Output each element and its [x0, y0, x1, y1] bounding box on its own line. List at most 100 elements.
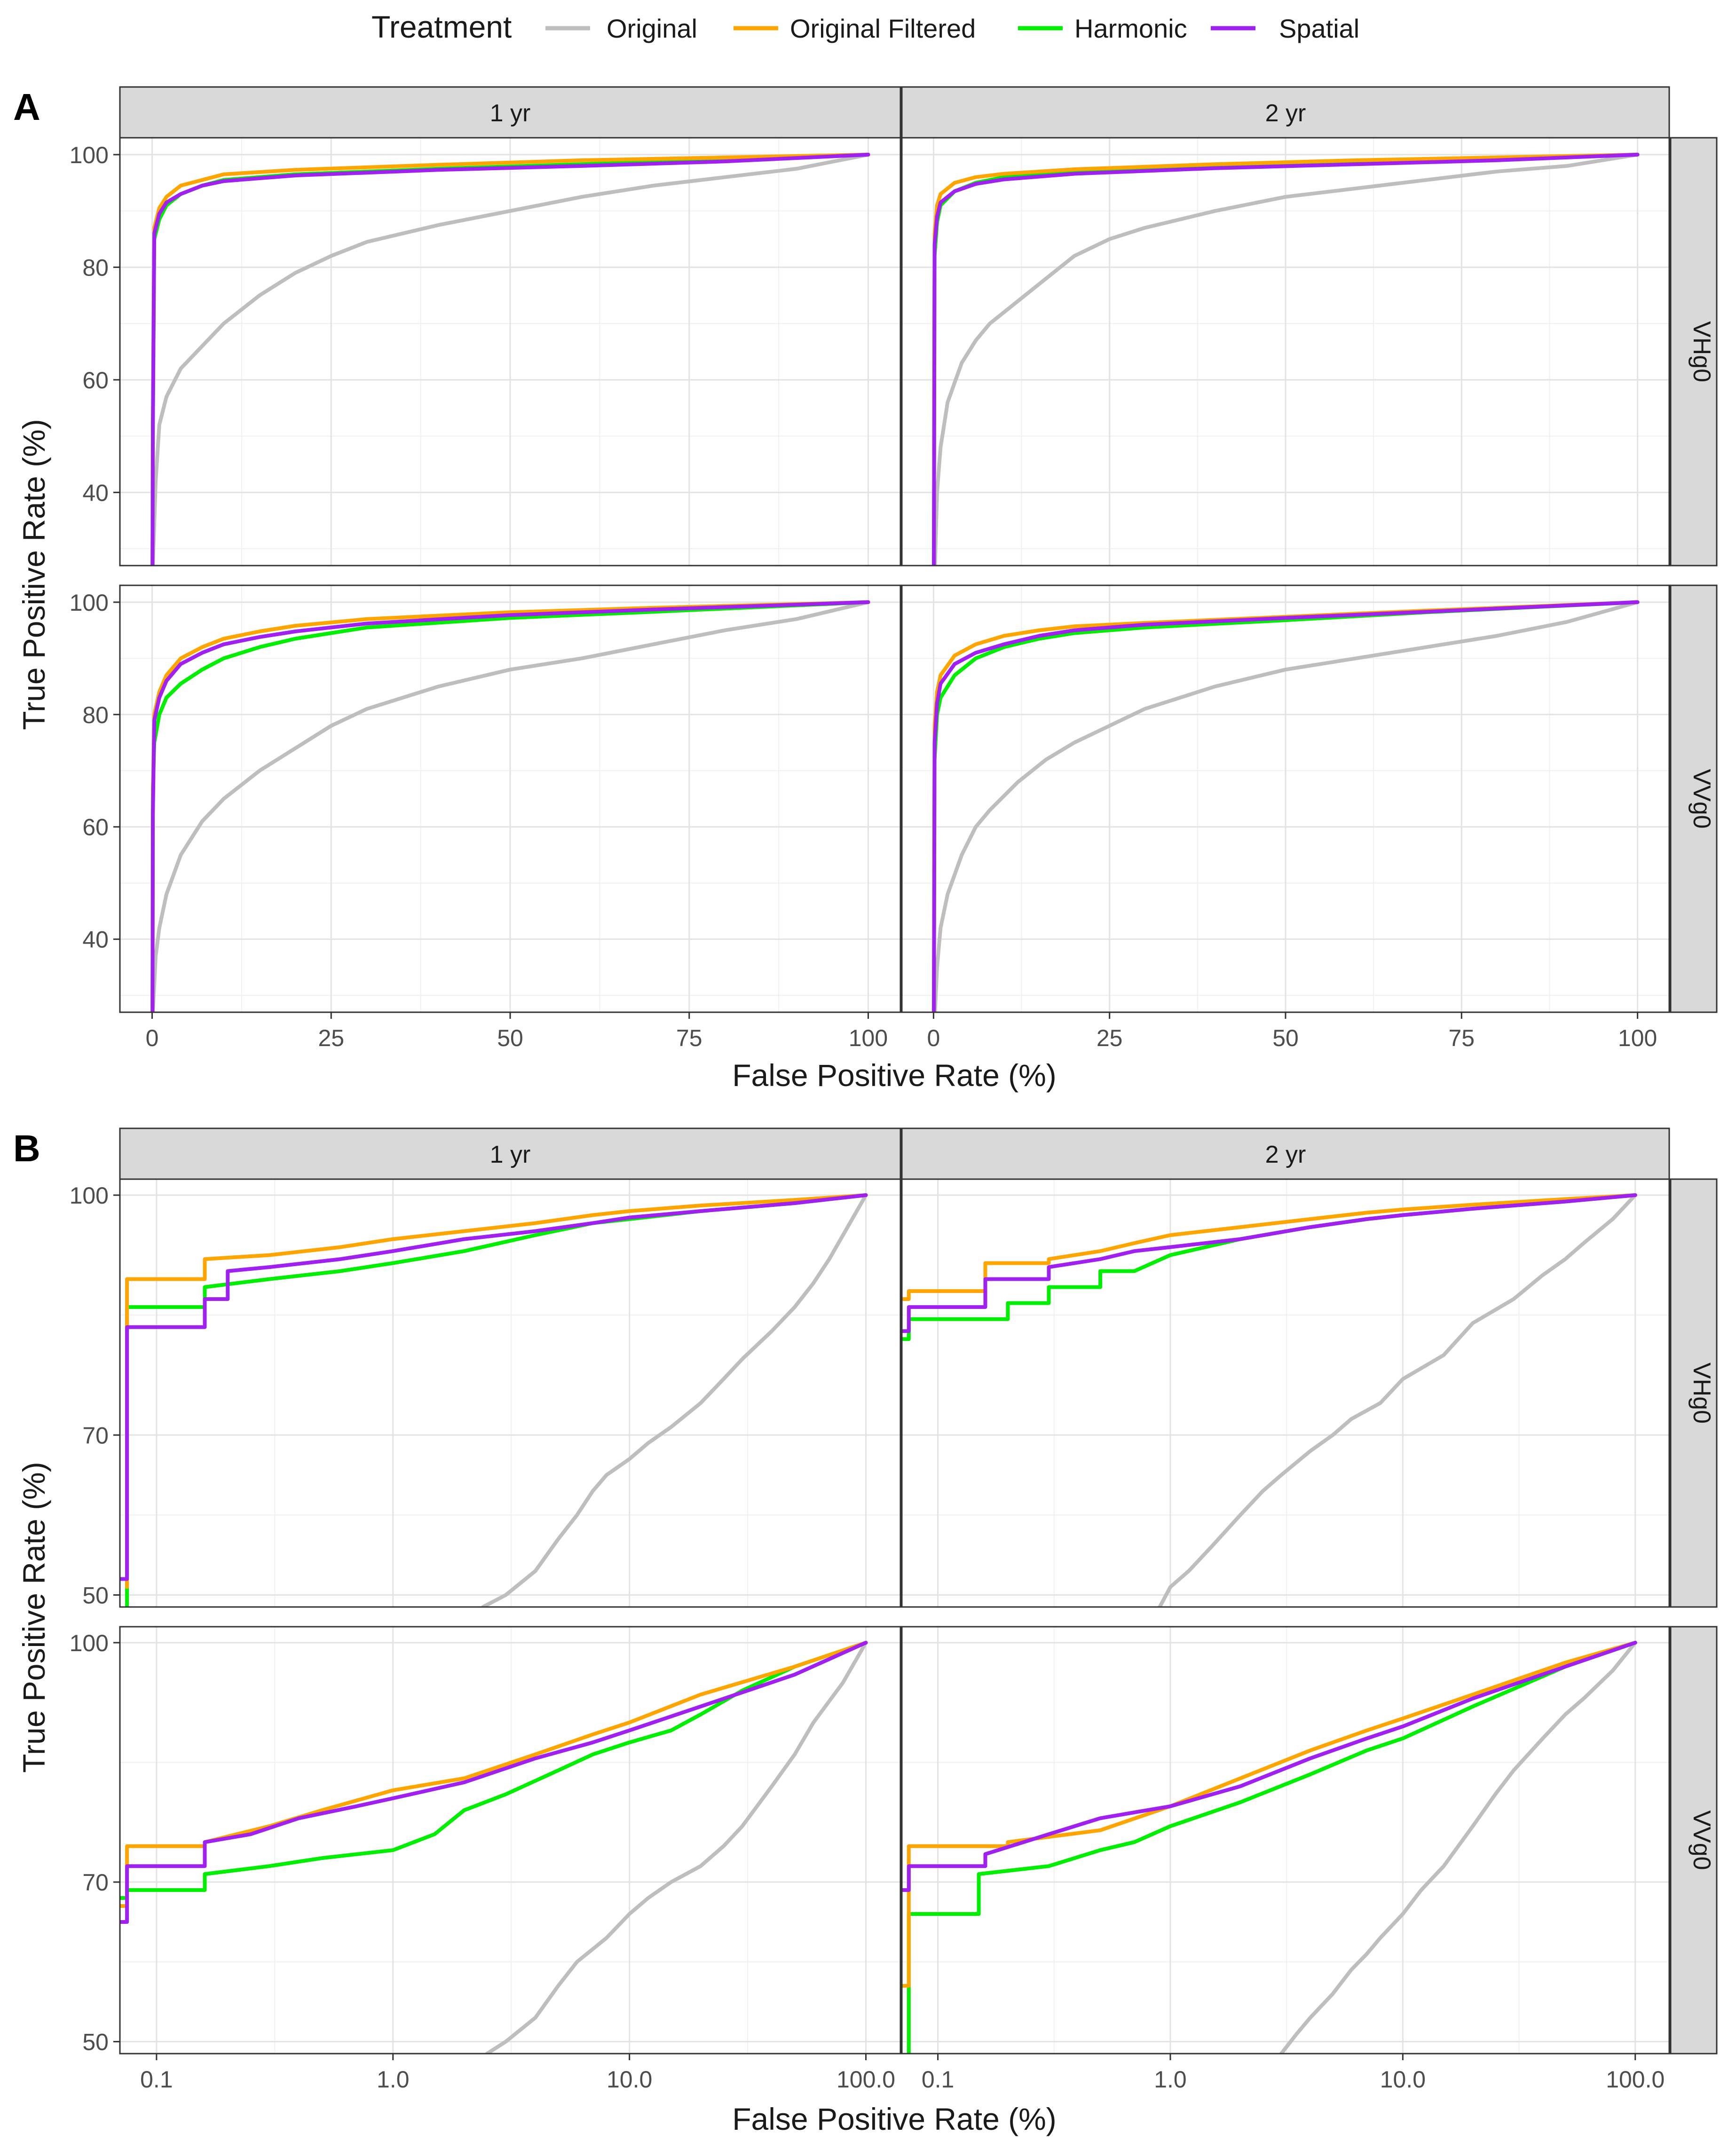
panel-a-strip-1yr: 1 yr [490, 100, 531, 127]
series-group [150, 152, 870, 566]
series-line-orig_filtered [902, 1193, 1637, 1301]
panel-a-strip-vhg0: VHg0 [1688, 321, 1715, 382]
y-tick-label: 70 [82, 1422, 109, 1449]
series-group [932, 600, 1640, 1012]
legend: Treatment Original Original Filtered Har… [371, 9, 1359, 44]
panel-b-y-axis-title: True Positive Rate (%) [16, 1462, 51, 1772]
y-tick-label: 60 [82, 367, 109, 394]
y-tick-label: 100 [70, 1630, 109, 1656]
panel-b-strip-row-1: VVg0 [1670, 1626, 1718, 2055]
x-tick-label: 100 [1618, 1025, 1657, 1051]
series-line-original [1279, 1640, 1637, 2054]
x-tick-label: 75 [1448, 1025, 1475, 1051]
y-tick-label: 80 [82, 254, 109, 281]
series-line-spatial [150, 152, 870, 566]
facet-border [901, 1178, 1670, 1608]
y-tick-label: 60 [82, 814, 109, 841]
series-line-original [485, 1640, 868, 2054]
facet-border [119, 1626, 901, 2055]
series-line-original [481, 1193, 868, 1607]
panel-tag-a: A [13, 86, 40, 128]
series-line-harmonic [907, 1640, 1637, 2054]
panel-b-strip-2yr: 2 yr [1265, 1141, 1306, 1168]
legend-label-original-filtered: Original Filtered [790, 14, 976, 43]
facet-background [120, 1627, 900, 2054]
y-tick-label: 50 [82, 1582, 109, 1608]
facet-border [901, 137, 1670, 567]
x-tick-label: 75 [676, 1025, 702, 1051]
y-tick-label: 100 [70, 142, 109, 168]
y-tick-label: 80 [82, 702, 109, 728]
series-line-orig_filtered [125, 1193, 868, 1589]
x-tick-label: 10.0 [1380, 2066, 1426, 2093]
y-tick-label: 50 [82, 2029, 109, 2055]
y-tick-label: 70 [82, 1869, 109, 1896]
panel-a-x-axis-title: False Positive Rate (%) [732, 1058, 1057, 1093]
panel-b-facet: 50 70 100 [70, 1178, 901, 1608]
series-group [120, 1193, 868, 1607]
x-tick-label: 0.1 [140, 2066, 173, 2093]
legend-label-harmonic: Harmonic [1074, 14, 1187, 43]
series-line-orig_filtered [120, 1640, 868, 1908]
facet-border [901, 1626, 1670, 2055]
panel-b-strip-col-1: 2 yr [901, 1127, 1670, 1180]
y-tick-label: 40 [82, 480, 109, 506]
panel-b-strip-vvg0: VVg0 [1688, 1810, 1715, 1870]
series-line-harmonic [120, 1640, 868, 1900]
x-tick-label: 0 [146, 1025, 159, 1051]
series-line-original [1158, 1193, 1637, 1607]
series-line-spatial [902, 1640, 1637, 1892]
panel-a-strip-col-0: 1 yr [119, 86, 901, 139]
x-tick-label: 100.0 [1606, 2066, 1665, 2093]
panel-b-strip-col-0: 1 yr [119, 1127, 901, 1180]
series-group [150, 600, 870, 1012]
panel-tag-b: B [13, 1127, 40, 1169]
panel-b: 1 yr 2 yr VHg0 VVg0 50 70 100 50 70 100 0.1 1.… [16, 1127, 1718, 2136]
facet-border [119, 137, 901, 567]
y-tick-label: 100 [70, 1182, 109, 1209]
y-tick-label: 40 [82, 927, 109, 953]
panel-b-facet [901, 1178, 1670, 1608]
panel-a-facet: 0 25 50 75 100 [901, 584, 1670, 1051]
series-group [902, 1640, 1637, 2054]
panel-a-facet [901, 137, 1670, 567]
series-line-spatial [150, 600, 870, 1012]
panel-a-strip-col-1: 2 yr [901, 86, 1670, 139]
x-tick-label: 100 [849, 1025, 888, 1051]
panel-a-strip-row-0: VHg0 [1670, 137, 1718, 567]
series-line-spatial [932, 600, 1640, 1012]
panel-b-strip-row-0: VHg0 [1670, 1178, 1718, 1608]
panel-a-strip-vvg0: VVg0 [1688, 769, 1715, 828]
facet-border [119, 1178, 901, 1608]
series-line-original [151, 152, 870, 566]
x-tick-label: 25 [318, 1025, 344, 1051]
panel-a-facet: 40 60 80 100 0 25 50 75 100 [70, 584, 901, 1051]
series-line-original [933, 600, 1640, 1012]
series-group [120, 1640, 868, 2054]
facet-background [120, 1179, 900, 1607]
panel-b-strip-1yr: 1 yr [490, 1141, 531, 1168]
series-group [932, 152, 1640, 566]
panel-b-facet: 50 70 100 0.1 1.0 10.0 100.0 [70, 1626, 901, 2093]
x-tick-label: 0 [927, 1025, 940, 1051]
x-tick-label: 50 [1272, 1025, 1299, 1051]
panel-a: 1 yr 2 yr VHg0 VVg0 40 60 80 100 40 60 80 100 0… [16, 86, 1718, 1093]
series-line-orig_filtered [902, 1640, 1637, 1988]
y-tick-label: 100 [70, 590, 109, 616]
panel-a-facet: 40 60 80 100 [70, 137, 901, 567]
panel-b-facet: 0.1 1.0 10.0 100.0 [901, 1626, 1670, 2093]
panel-a-strip-2yr: 2 yr [1265, 100, 1306, 127]
series-line-orig_filtered [932, 152, 1640, 566]
series-line-spatial [932, 152, 1640, 566]
panel-b-x-axis-title: False Positive Rate (%) [732, 2102, 1057, 2136]
series-line-original [151, 600, 870, 1012]
legend-label-spatial: Spatial [1279, 14, 1359, 43]
facet-background [902, 1179, 1669, 1607]
series-line-spatial [120, 1193, 868, 1581]
x-tick-label: 10.0 [607, 2066, 652, 2093]
x-tick-label: 1.0 [377, 2066, 410, 2093]
panel-a-y-axis-title: True Positive Rate (%) [16, 419, 51, 730]
x-tick-label: 1.0 [1154, 2066, 1187, 2093]
x-tick-label: 0.1 [922, 2066, 955, 2093]
